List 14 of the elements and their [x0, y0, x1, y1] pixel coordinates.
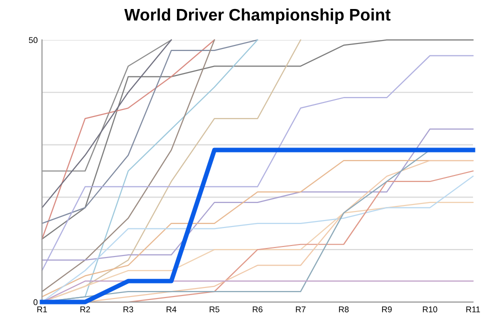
- x-tick-label: R6: [252, 306, 262, 312]
- x-tick-label: R9: [382, 306, 392, 312]
- x-tick-label: R5: [210, 306, 220, 312]
- x-tick-label: R7: [296, 306, 306, 312]
- x-tick-label: R10: [422, 306, 438, 312]
- x-tick-label: R11: [466, 306, 480, 312]
- y-tick-label: 0: [34, 299, 38, 306]
- x-tick-label: R8: [339, 306, 349, 312]
- x-tick-label: R1: [37, 306, 47, 312]
- x-tick-label: R4: [166, 306, 176, 312]
- y-tick-label: 50: [28, 37, 38, 44]
- chart-title: World Driver Championship Point: [124, 8, 390, 24]
- x-tick-label: R3: [124, 306, 134, 312]
- x-tick-label: R2: [80, 306, 90, 312]
